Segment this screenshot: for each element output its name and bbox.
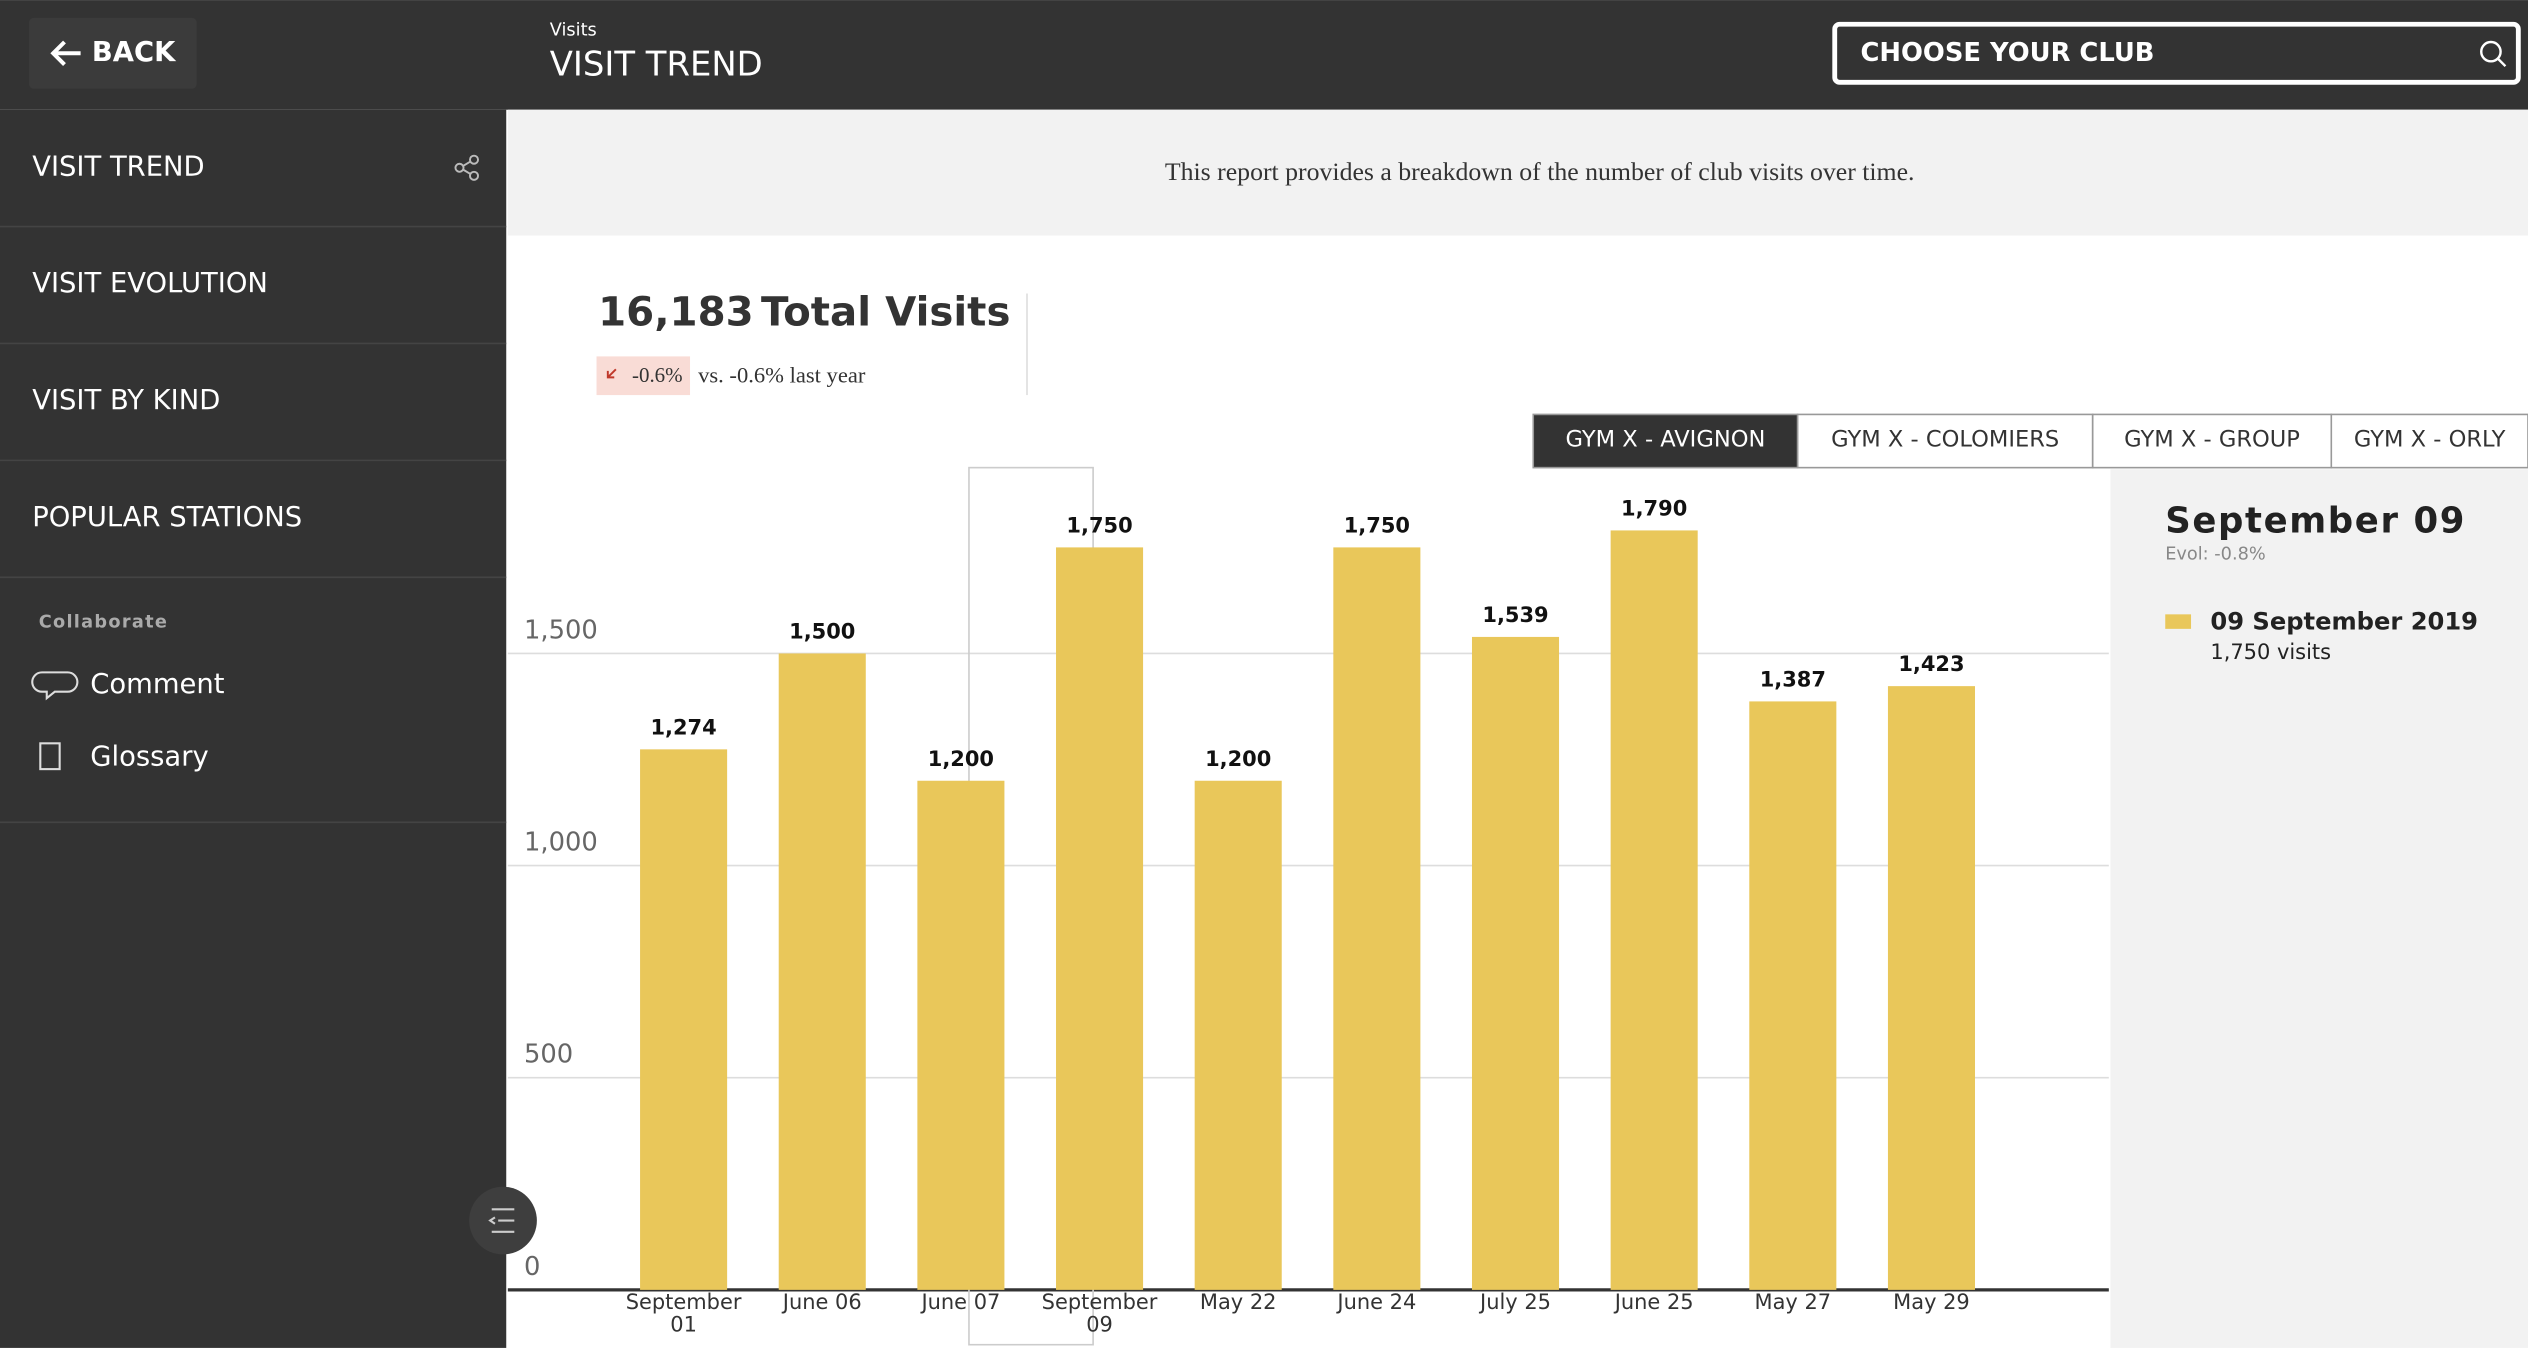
share-node xyxy=(454,162,465,173)
back-label[interactable]: BACK xyxy=(92,37,177,68)
section-label: Visits xyxy=(550,21,597,41)
x-tick-label: September 01 xyxy=(626,1290,742,1337)
value-label: 1,274 xyxy=(650,715,716,739)
menu-item[interactable]: VISIT BY KIND xyxy=(32,385,220,416)
x-tick-label: June 07 xyxy=(919,1290,1000,1314)
bar[interactable] xyxy=(917,780,1005,1290)
change-comparison: vs. -0.6% last year xyxy=(698,363,866,388)
legend-visits: 1,750 visits xyxy=(2210,640,2331,664)
club-search[interactable]: CHOOSE YOUR CLUB xyxy=(1832,21,2521,85)
x-tick-label: June 06 xyxy=(781,1290,862,1314)
share-node xyxy=(469,170,479,181)
x-tick-label: May 27 xyxy=(1755,1290,1832,1314)
change-value: -0.6% xyxy=(632,363,683,387)
y-tick-label: 500 xyxy=(524,1040,573,1070)
back-arrow xyxy=(50,40,81,66)
bar[interactable] xyxy=(1471,636,1560,1290)
x-tick-label: May 22 xyxy=(1200,1290,1277,1314)
share-icon[interactable] xyxy=(454,154,479,181)
bar[interactable] xyxy=(1749,701,1837,1290)
x-tick-label: June 24 xyxy=(1335,1290,1416,1314)
value-label: 1,539 xyxy=(1482,603,1548,627)
search-placeholder[interactable]: CHOOSE YOUR CLUB xyxy=(1861,38,2155,68)
value-label: 1,750 xyxy=(1066,513,1132,537)
description-band xyxy=(507,109,2528,236)
tab-label[interactable]: GYM X - GROUP xyxy=(2124,427,2300,453)
value-label: 1,200 xyxy=(928,747,994,771)
glossary-link[interactable]: Glossary xyxy=(90,741,208,772)
legend-label: 09 September 2019 xyxy=(2210,607,2478,635)
report-description: This report provides a breakdown of the … xyxy=(1165,157,1915,186)
value-label: 1,790 xyxy=(1621,496,1687,520)
collaborate-heading: Collaborate xyxy=(39,612,169,632)
total-visits-value: 16,183 xyxy=(598,288,754,335)
bar[interactable] xyxy=(778,653,866,1290)
y-tick-label: 1,000 xyxy=(524,828,598,858)
y-tick-label: 1,500 xyxy=(524,615,598,645)
value-label: 1,423 xyxy=(1898,652,1964,676)
legend-swatch xyxy=(2165,614,2192,629)
bar[interactable] xyxy=(1887,686,1975,1290)
tab[interactable] xyxy=(1796,413,2094,469)
x-tick-label: June 25 xyxy=(1613,1290,1694,1314)
search-icon-handle xyxy=(2496,57,2507,68)
menu-item[interactable]: VISIT TREND xyxy=(32,151,204,182)
bar[interactable] xyxy=(640,749,728,1290)
search-icon xyxy=(2480,40,2502,63)
bar[interactable] xyxy=(1056,547,1144,1290)
change-badge xyxy=(596,356,691,396)
sidebar xyxy=(0,109,507,1348)
share-links xyxy=(462,160,472,176)
comment-icon xyxy=(31,671,79,701)
share-node xyxy=(469,154,479,165)
bar[interactable] xyxy=(1194,780,1282,1290)
value-label: 1,387 xyxy=(1760,667,1826,691)
search-box[interactable] xyxy=(1832,21,2521,85)
collapse-icon xyxy=(488,1208,515,1233)
tab-label[interactable]: GYM X - AVIGNON xyxy=(1566,427,1766,453)
menu-item[interactable]: VISIT EVOLUTION xyxy=(32,268,268,299)
back-bg[interactable] xyxy=(29,17,197,89)
glossary-icon xyxy=(39,742,61,771)
change-arrow xyxy=(606,368,617,379)
tab[interactable] xyxy=(2330,413,2528,469)
header-bar xyxy=(0,0,2528,110)
x-tick-label: May 29 xyxy=(1893,1290,1970,1314)
y-tick-label: 0 xyxy=(524,1252,540,1282)
club-tabs: GYM X - AVIGNON GYM X - COLOMIERS GYM X - … xyxy=(1532,413,2528,469)
page-title: VISIT TREND xyxy=(550,45,763,84)
value-label: 1,500 xyxy=(789,620,855,644)
bar-chart: 0 500 1,000 1,500 1,274 September 01 1,500 June … xyxy=(507,466,2109,1346)
value-label: 1,200 xyxy=(1205,747,1271,771)
back-button[interactable]: BACK xyxy=(29,17,197,89)
comment-link[interactable]: Comment xyxy=(90,669,224,700)
detail-evol: Evol: -0.8% xyxy=(2165,545,2265,565)
tab-label[interactable]: GYM X - COLOMIERS xyxy=(1831,427,2059,453)
sidebar-menu: VISIT TREND VISIT EVOLUTION VISIT BY KIND P… xyxy=(0,151,507,579)
x-tick-label: July 25 xyxy=(1478,1290,1551,1314)
menu-item[interactable]: POPULAR STATIONS xyxy=(32,502,302,533)
tab-label[interactable]: GYM X - ORLY xyxy=(2354,427,2506,453)
bar[interactable] xyxy=(1610,530,1698,1290)
detail-panel xyxy=(2110,469,2528,1348)
detail-title: September 09 xyxy=(2165,500,2466,541)
x-tick-label: September 09 xyxy=(1042,1290,1158,1337)
bar[interactable] xyxy=(1333,547,1421,1290)
value-label: 1,750 xyxy=(1344,513,1410,537)
total-visits-label: Total Visits xyxy=(761,288,1010,335)
